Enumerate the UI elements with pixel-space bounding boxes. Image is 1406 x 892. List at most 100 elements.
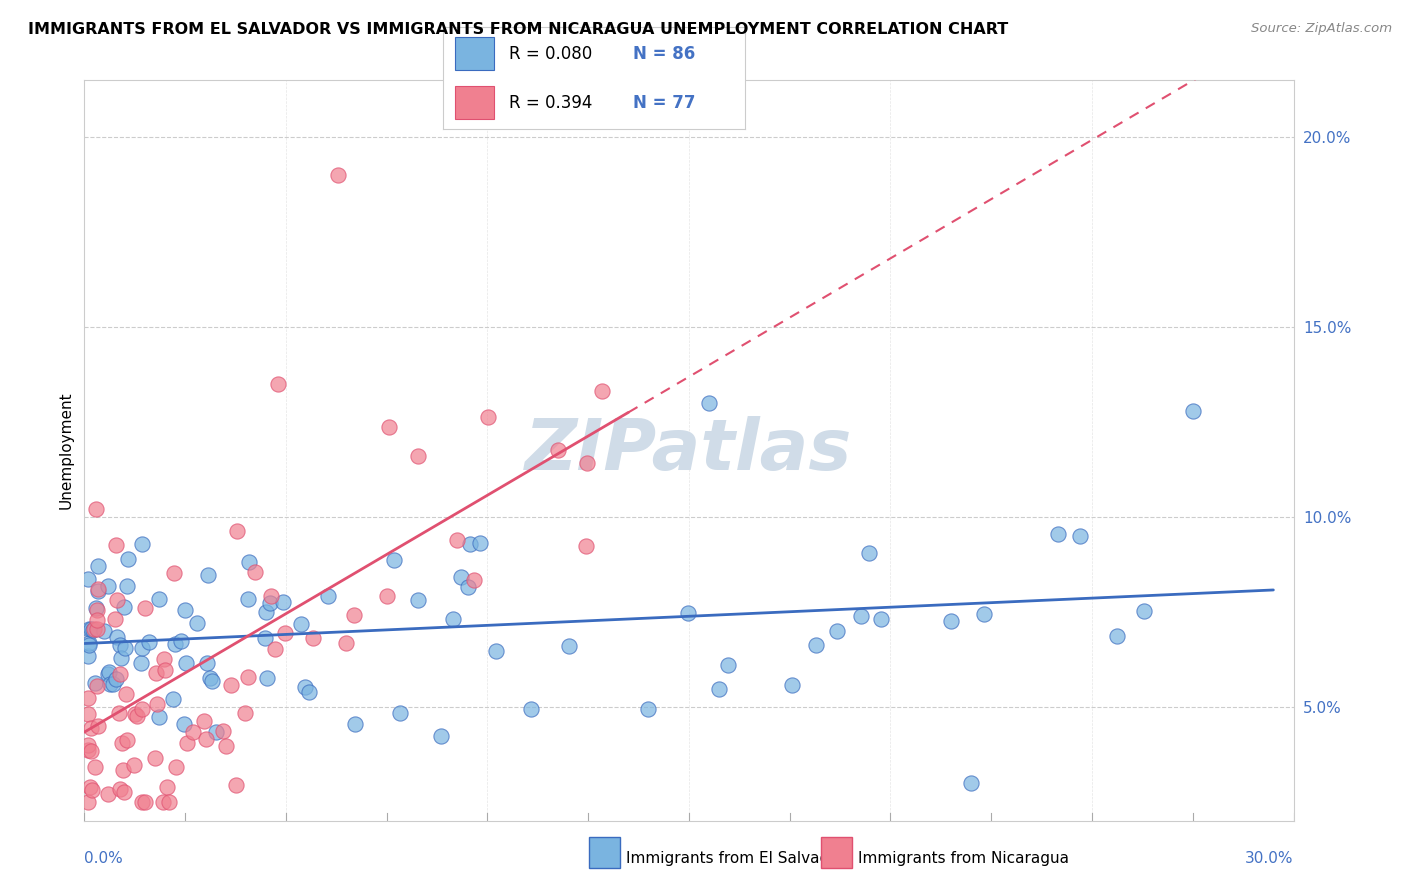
Point (193, 714, 215, 728)
Point (146, 697, 169, 711)
Text: N = 77: N = 77 (633, 94, 696, 112)
Point (93, 624, 115, 638)
Point (260, 589, 283, 603)
Point (236, 591, 259, 606)
Point (82, 783, 104, 797)
Point (112, 785, 135, 799)
Point (195, 656, 218, 670)
Point (1046, 526, 1069, 541)
Point (114, 641, 136, 656)
Point (389, 706, 412, 720)
Point (79, 780, 101, 795)
Point (468, 535, 491, 549)
Point (86, 601, 108, 615)
Point (148, 592, 170, 607)
Point (717, 658, 740, 673)
Text: Source: ZipAtlas.com: Source: ZipAtlas.com (1251, 22, 1392, 36)
Text: Immigrants from Nicaragua: Immigrants from Nicaragua (858, 851, 1069, 865)
Point (637, 702, 659, 716)
Point (849, 608, 872, 623)
Point (1105, 629, 1128, 643)
Point (86, 679, 108, 693)
Point (101, 677, 124, 691)
Point (591, 384, 613, 399)
Point (86, 603, 108, 617)
Point (450, 570, 472, 584)
Point (134, 795, 156, 809)
Point (83, 623, 105, 637)
Point (221, 678, 243, 692)
Point (152, 795, 174, 809)
Bar (456, 87, 495, 119)
Point (127, 709, 149, 723)
Point (162, 691, 184, 706)
Point (302, 631, 325, 645)
Text: Immigrants from El Salvador: Immigrants from El Salvador (626, 851, 845, 865)
Point (115, 687, 138, 701)
Point (103, 612, 125, 626)
Point (131, 795, 153, 809)
Point (143, 751, 166, 765)
Point (939, 614, 962, 628)
Point (697, 396, 720, 410)
Point (406, 449, 429, 463)
Point (111, 763, 134, 777)
Point (80, 744, 103, 758)
Point (225, 524, 247, 538)
Point (238, 555, 260, 569)
Point (97, 667, 120, 681)
Point (138, 635, 160, 649)
Point (110, 736, 132, 750)
Point (519, 702, 541, 716)
Point (1132, 604, 1154, 618)
Point (869, 612, 891, 626)
Point (165, 637, 187, 651)
Point (294, 680, 316, 694)
Point (77, 707, 100, 722)
Point (446, 533, 468, 547)
Point (1181, 403, 1204, 417)
Point (406, 593, 429, 607)
Point (254, 605, 277, 619)
Point (148, 710, 170, 724)
Point (80, 721, 103, 735)
Point (129, 657, 152, 671)
Point (170, 634, 193, 648)
Point (87, 558, 110, 573)
Point (267, 377, 290, 392)
Point (86, 582, 108, 596)
Point (156, 780, 179, 794)
Point (107, 706, 129, 720)
Point (115, 733, 138, 747)
Point (575, 456, 598, 470)
Point (430, 729, 453, 743)
Point (77, 636, 100, 650)
Point (145, 665, 167, 680)
Point (460, 537, 482, 551)
Point (79, 638, 101, 652)
Point (273, 625, 295, 640)
Point (186, 615, 208, 630)
Point (457, 580, 479, 594)
Point (110, 651, 132, 665)
Point (77, 738, 100, 752)
Point (84, 760, 107, 774)
Point (131, 641, 153, 656)
Point (108, 667, 131, 681)
Point (181, 725, 204, 739)
Point (115, 579, 138, 593)
Point (96, 579, 118, 593)
Point (225, 778, 247, 792)
Point (173, 716, 195, 731)
Point (335, 635, 357, 649)
Point (87, 719, 110, 733)
Point (343, 608, 366, 623)
Point (256, 671, 278, 685)
Point (558, 639, 581, 653)
Point (264, 642, 287, 657)
Point (163, 566, 186, 580)
Point (165, 760, 187, 774)
Point (77, 573, 100, 587)
Point (174, 656, 197, 670)
Point (328, 168, 350, 182)
